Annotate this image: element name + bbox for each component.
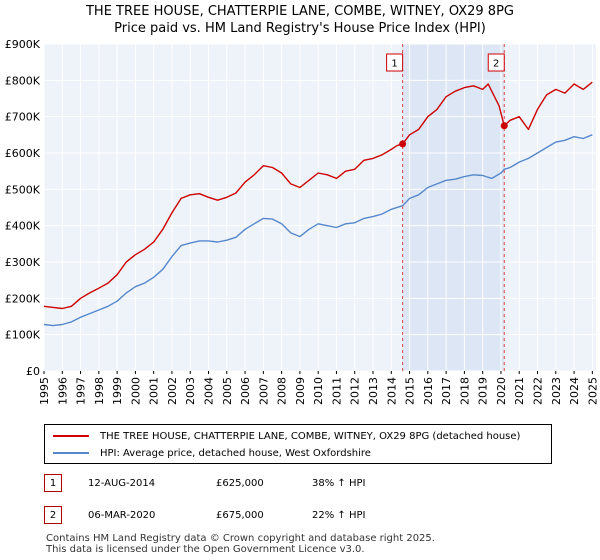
x-tick-label: 2016: [422, 377, 435, 405]
x-tick-label: 1999: [111, 377, 124, 405]
x-tick-label: 2021: [513, 377, 526, 405]
footer-licence: This data is licensed under the Open Gov…: [46, 544, 365, 555]
property-price-line: [43, 81, 593, 310]
transaction-marker-badge: 2: [44, 506, 62, 524]
transaction-date: 06-MAR-2020: [88, 510, 156, 521]
transaction-marker-badge: 1: [44, 474, 62, 492]
x-tick-label: 2024: [568, 377, 581, 405]
x-tick-label: 2015: [404, 377, 417, 405]
x-tick-label: 2008: [276, 377, 289, 405]
x-tick-label: 2009: [294, 377, 307, 405]
legend-swatch-hpi: [53, 452, 89, 454]
legend-item-hpi: HPI: Average price, detached house, West…: [53, 445, 371, 461]
transaction-hpi-change: 22% ↑ HPI: [312, 510, 366, 521]
x-tick-label: 2003: [184, 377, 197, 405]
transaction-price: £625,000: [216, 478, 264, 489]
x-tick-label: 2005: [221, 377, 234, 405]
x-tick-label: 2014: [385, 377, 398, 405]
x-tick-label: 2018: [458, 377, 471, 405]
transaction-date: 12-AUG-2014: [88, 478, 156, 489]
x-tick-label: 2006: [239, 377, 252, 405]
marker-label: 2: [493, 59, 499, 70]
x-tick-label: 2007: [257, 377, 270, 405]
price-chart: 1 2 £0 £100K £200K £300K £400K £500K £600K £700K £…: [5, 38, 600, 405]
x-tick-label: 2002: [166, 377, 179, 405]
marker-label-box: [487, 53, 505, 72]
x-tick-label: 2023: [550, 377, 563, 405]
x-tick-label: 2001: [148, 377, 161, 405]
plot-area: [44, 44, 596, 371]
x-tick-label: 1995: [38, 377, 51, 405]
marker-label: 1: [391, 59, 397, 70]
transaction-row: 2 06-MAR-2020 £675,000 22% ↑ HPI: [44, 506, 564, 526]
transaction-row: 1 12-AUG-2014 £625,000 38% ↑ HPI: [44, 474, 564, 494]
y-tick-label: £700K: [5, 111, 41, 124]
y-tick-label: £300K: [5, 256, 41, 269]
chart-legend: THE TREE HOUSE, CHATTERPIE LANE, COMBE, …: [44, 424, 552, 464]
chart-subtitle: Price paid vs. HM Land Registry's House …: [114, 21, 486, 36]
x-tick-label: 2019: [477, 377, 490, 405]
x-tick-label: 2011: [330, 377, 343, 405]
legend-label-hpi: HPI: Average price, detached house, West…: [100, 447, 371, 459]
x-tick-label: 2000: [129, 377, 142, 405]
x-tick-label: 2013: [367, 377, 380, 405]
sale-point: [500, 122, 508, 130]
footer-copyright: Contains HM Land Registry data © Crown c…: [46, 533, 435, 544]
sale-point: [399, 140, 407, 148]
x-tick-label: 2025: [586, 377, 599, 405]
legend-swatch-property: [53, 435, 89, 437]
ownership-period-shade: [402, 44, 505, 371]
marker-label-box: [386, 53, 404, 72]
x-tick-label: 1997: [75, 377, 88, 405]
legend-label-property: THE TREE HOUSE, CHATTERPIE LANE, COMBE, …: [100, 430, 521, 442]
x-tick-label: 1996: [56, 377, 69, 405]
y-tick-label: £600K: [5, 147, 41, 160]
x-tick-label: 2020: [495, 377, 508, 405]
transaction-hpi-change: 38% ↑ HPI: [312, 478, 366, 489]
x-tick-label: 2010: [312, 377, 325, 405]
legend-item-property: THE TREE HOUSE, CHATTERPIE LANE, COMBE, …: [53, 428, 520, 444]
y-tick-label: £800K: [5, 74, 41, 87]
y-tick-label: £900K: [5, 38, 41, 51]
hpi-line: [43, 134, 593, 327]
x-tick-label: 2004: [203, 377, 216, 405]
y-tick-label: £0: [26, 365, 40, 378]
x-tick-label: 2012: [349, 377, 362, 405]
chart-title: THE TREE HOUSE, CHATTERPIE LANE, COMBE, …: [85, 4, 514, 19]
x-tick-label: 1998: [93, 377, 106, 405]
x-tick-label: 2017: [440, 377, 453, 405]
y-tick-label: £400K: [5, 220, 41, 233]
y-tick-label: £500K: [5, 183, 41, 196]
y-tick-label: £200K: [5, 292, 41, 305]
x-tick-label: 2022: [532, 377, 545, 405]
y-tick-label: £100K: [5, 329, 41, 342]
transaction-price: £675,000: [216, 510, 264, 521]
